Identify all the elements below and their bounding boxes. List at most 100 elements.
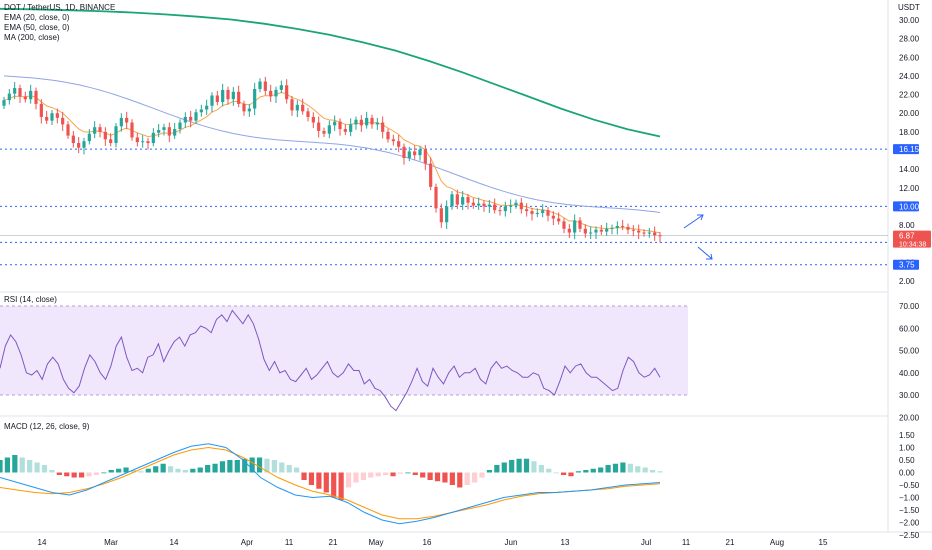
macd-path xyxy=(0,443,661,525)
price-tick-label: 2.00 xyxy=(899,277,915,286)
macd-bar xyxy=(93,472,100,475)
macd-tick-label: −1.50 xyxy=(899,506,920,515)
macd-bar xyxy=(227,460,233,473)
candle-body xyxy=(125,117,129,123)
candle-body xyxy=(397,141,401,147)
candle-body xyxy=(199,109,203,113)
macd-bar xyxy=(56,472,62,475)
candle-body xyxy=(557,218,561,222)
macd-bar xyxy=(331,472,337,498)
horizontal-levels xyxy=(0,148,888,266)
macd-bar xyxy=(397,472,404,474)
candle-body xyxy=(39,103,43,117)
price-tick-label: 14.00 xyxy=(899,165,920,174)
candle-body xyxy=(258,81,262,89)
macd-bar xyxy=(108,470,114,473)
candle-body xyxy=(135,137,139,143)
candle-body xyxy=(306,111,310,117)
macd-bar xyxy=(605,465,611,473)
rsi-line xyxy=(0,309,661,412)
macd-bar xyxy=(301,472,307,480)
rsi-tick-label: 60.00 xyxy=(899,324,920,333)
macd-bar xyxy=(242,458,248,473)
time-axis-ticks: 14 Mar 14 Apr 11 21 May 16 Jun 13 Jul 11 21 Aug 15 xyxy=(38,538,828,547)
macd-bar xyxy=(175,468,181,473)
candle-body xyxy=(477,203,481,206)
price-tick-label: 20.00 xyxy=(899,109,920,118)
candle-body xyxy=(189,116,193,121)
macd-bar xyxy=(116,468,122,473)
candle-body xyxy=(295,104,299,111)
candle-body xyxy=(151,132,155,144)
rsi-label[interactable]: RSI (14, close) xyxy=(4,295,57,304)
candle-body xyxy=(365,117,369,126)
candle-body xyxy=(487,204,491,207)
macd-bar xyxy=(627,463,633,473)
candle-body xyxy=(317,122,321,131)
time-tick-label: 21 xyxy=(329,538,338,547)
current-price-label: 6.87 xyxy=(899,232,915,241)
candle-body xyxy=(205,105,209,110)
candle-body xyxy=(647,232,651,234)
candle-body xyxy=(301,104,305,112)
candle-body xyxy=(429,163,433,187)
candle-body xyxy=(546,210,550,216)
macd-bar xyxy=(457,472,463,488)
macd-bar xyxy=(427,472,433,480)
candle-body xyxy=(178,122,182,130)
rsi-path xyxy=(0,309,661,412)
candle-body xyxy=(375,122,379,125)
time-tick-label: 13 xyxy=(561,538,570,547)
candle-body xyxy=(418,149,422,156)
macd-bar xyxy=(472,472,478,483)
macd-bar xyxy=(71,472,77,478)
macd-bar xyxy=(190,468,196,473)
macd-label[interactable]: MACD (12, 26, close, 9) xyxy=(4,422,90,431)
candle-body xyxy=(93,127,97,134)
macd-bar xyxy=(642,467,648,473)
candle-body xyxy=(82,141,86,148)
countdown-label: 10:34:38 xyxy=(899,242,926,249)
macd-bar xyxy=(19,457,25,473)
price-tick-label: 22.00 xyxy=(899,91,920,100)
macd-bar xyxy=(182,470,188,473)
macd-bar xyxy=(501,462,507,473)
macd-bar xyxy=(560,472,567,475)
candle-body xyxy=(594,229,598,233)
candle-body xyxy=(141,141,145,143)
macd-bar xyxy=(412,472,418,475)
macd-bar xyxy=(434,472,441,482)
candle-body xyxy=(615,226,619,228)
candle-body xyxy=(279,85,283,90)
price-tick-label: 30.00 xyxy=(899,16,920,25)
candle-body xyxy=(103,131,107,140)
macd-bar xyxy=(546,468,552,473)
indicator-ema20-label[interactable]: EMA (20, close, 0) xyxy=(4,13,70,22)
ma200-path xyxy=(0,7,661,138)
macd-bar xyxy=(197,467,203,473)
candle-body xyxy=(642,232,646,234)
time-tick-label: Jul xyxy=(641,538,651,547)
rsi-tick-label: 50.00 xyxy=(899,347,920,356)
candle-body xyxy=(450,194,454,207)
macd-bar xyxy=(234,460,240,473)
candle-body xyxy=(370,117,374,125)
arrow-down-icon xyxy=(697,246,713,260)
macd-bar xyxy=(338,472,344,500)
macd-bar xyxy=(375,472,381,477)
candle-body xyxy=(29,90,33,100)
macd-bar xyxy=(27,460,33,473)
candle-body xyxy=(519,202,523,210)
indicator-ma200-label[interactable]: MA (200, close) xyxy=(4,33,60,42)
indicator-ema50-label[interactable]: EMA (50, close, 0) xyxy=(4,23,70,32)
macd-bar xyxy=(479,472,485,478)
candle-body xyxy=(45,116,49,121)
candle-body xyxy=(263,81,267,91)
price-tick-label: 24.00 xyxy=(899,72,920,81)
candle-body xyxy=(402,146,406,158)
candle-body xyxy=(167,127,171,136)
macd-bar xyxy=(531,461,537,473)
candle-body xyxy=(119,117,123,127)
